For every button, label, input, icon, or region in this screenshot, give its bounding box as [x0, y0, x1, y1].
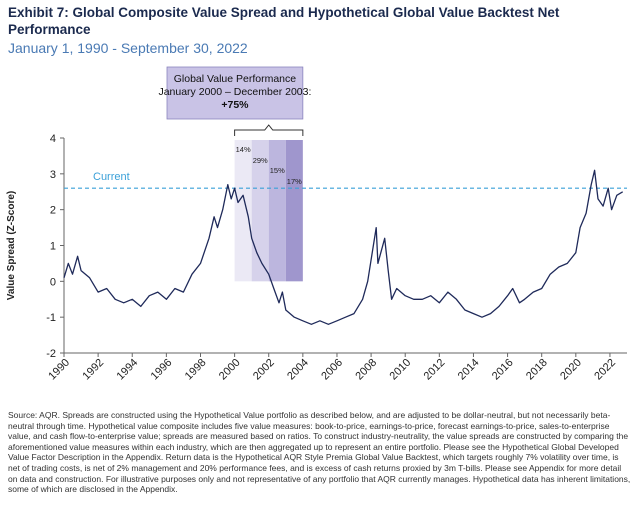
x-tick-label: 2000 — [217, 357, 243, 383]
period-label: 17% — [287, 177, 302, 186]
x-tick-label: 1992 — [80, 357, 106, 383]
x-tick-label: 2018 — [524, 357, 550, 383]
x-tick-label: 2016 — [490, 357, 516, 383]
chart-subtitle: January 1, 1990 - September 30, 2022 — [8, 40, 248, 56]
x-tick-label: 2008 — [353, 357, 379, 383]
annotation-box — [166, 66, 304, 120]
y-tick-label: 0 — [50, 276, 56, 288]
current-label: Current — [93, 171, 130, 183]
period-label: 15% — [270, 166, 285, 175]
y-axis-label: Value Spread (Z-Score) — [6, 191, 17, 300]
value-line — [63, 169, 624, 325]
annotation-bracket — [234, 124, 304, 136]
period-label: 29% — [253, 156, 268, 165]
shaded-period — [285, 140, 303, 282]
y-tick-label: -2 — [46, 348, 56, 360]
x-tick-label: 2014 — [456, 357, 482, 383]
x-tick-label: 2004 — [285, 357, 311, 383]
y-tick-label: 2 — [50, 205, 56, 217]
footnote: Source: AQR. Spreads are constructed usi… — [8, 410, 631, 495]
annotation-text: +75% — [221, 99, 249, 111]
shaded-period — [268, 140, 286, 282]
x-tick-label: 1998 — [183, 357, 209, 383]
x-tick-label: 2010 — [388, 357, 414, 383]
y-tick-label: 3 — [50, 169, 56, 181]
x-tick-label: 1994 — [115, 357, 141, 383]
x-tick-label: 2020 — [558, 357, 584, 383]
annotation-text: January 2000 – December 2003: — [158, 86, 311, 98]
x-tick-label: 2012 — [422, 357, 448, 383]
y-tick-label: -1 — [46, 312, 56, 324]
x-tick-label: 1996 — [149, 357, 175, 383]
shaded-period — [251, 140, 269, 282]
x-tick-label: 2022 — [592, 357, 618, 383]
annotation-text: Global Value Performance — [174, 73, 297, 85]
x-tick-label: 2002 — [251, 357, 277, 383]
x-tick-label: 2006 — [319, 357, 345, 383]
chart: 14%29%15%17% Global Value PerformanceJanu… — [6, 66, 627, 383]
chart-title: Exhibit 7: Global Composite Value Spread… — [8, 5, 560, 37]
x-tick-label: 1990 — [46, 357, 72, 383]
y-tick-label: 1 — [50, 241, 56, 253]
y-tick-label: 4 — [50, 133, 56, 145]
period-label: 14% — [236, 145, 251, 154]
shaded-period — [234, 140, 252, 282]
